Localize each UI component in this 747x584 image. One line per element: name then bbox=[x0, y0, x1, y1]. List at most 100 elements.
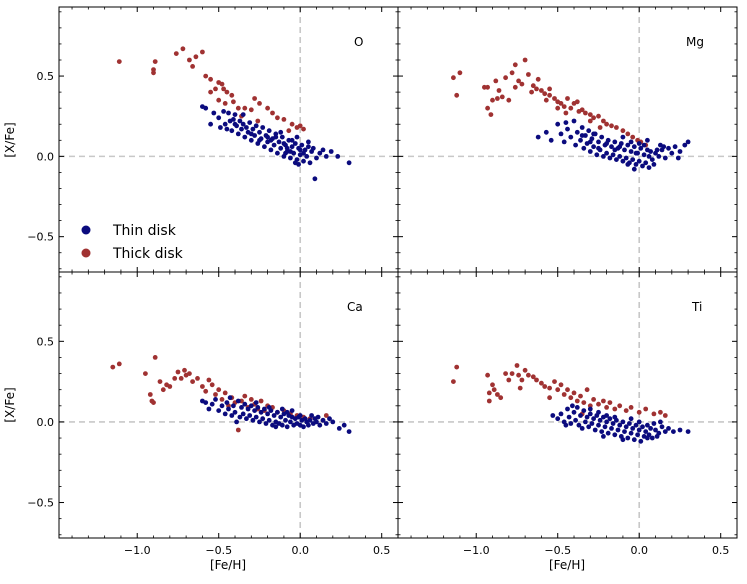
o-thick-point bbox=[216, 97, 222, 103]
o-thin-point bbox=[294, 134, 300, 140]
ti-thin-point bbox=[653, 427, 658, 433]
mg-thick-point bbox=[535, 76, 541, 82]
mg-thick-point bbox=[451, 75, 456, 81]
mg-thin-point bbox=[625, 162, 631, 167]
mg-thick-point bbox=[587, 112, 593, 117]
o-thin-point bbox=[239, 126, 244, 132]
o-thick-point bbox=[116, 59, 122, 64]
o-thin-point bbox=[278, 145, 284, 151]
mg-thick-point bbox=[512, 62, 518, 68]
ca-thick-point bbox=[235, 427, 241, 433]
mg-thin-point bbox=[607, 155, 613, 161]
panel-o-frame bbox=[58, 6, 399, 273]
ca-thin-point bbox=[265, 411, 270, 417]
o-thick-point bbox=[221, 86, 227, 92]
mg-thick-point bbox=[503, 75, 508, 81]
mg-thin-point bbox=[656, 154, 662, 159]
panel-ca: −1.0 −0.5 0.0 0.5 −0.5 0.0 0.5 Ca bbox=[27, 271, 399, 557]
mg-thick-point bbox=[604, 121, 609, 127]
ca-thin-point bbox=[250, 417, 256, 423]
ti-thin-point bbox=[677, 427, 683, 433]
ca-thick-point bbox=[187, 371, 192, 376]
o-thin-point bbox=[312, 176, 318, 182]
ti-thick-point bbox=[509, 371, 515, 376]
x-tick-label: −0.5 bbox=[205, 544, 232, 557]
o-thin-point bbox=[314, 155, 319, 161]
panel-ti-frame bbox=[397, 271, 738, 539]
mg-thin-point bbox=[535, 134, 541, 140]
ca-thick-point bbox=[116, 361, 122, 367]
ca-thin-point bbox=[229, 413, 235, 418]
x-tick-label: −0.5 bbox=[544, 544, 571, 557]
o-thick-point bbox=[213, 86, 218, 92]
panel-ti-label: Ti bbox=[691, 300, 702, 314]
mg-thin-point bbox=[587, 149, 593, 154]
ti-thin-point bbox=[610, 421, 616, 426]
ca-thin-point bbox=[278, 414, 284, 420]
mg-thin-point bbox=[581, 145, 587, 151]
ti-thick-point bbox=[555, 387, 561, 393]
o-thin-point bbox=[296, 162, 301, 167]
ti-thick-point bbox=[578, 393, 583, 399]
o-thick-point bbox=[222, 101, 228, 106]
ti-thin-point bbox=[591, 416, 596, 422]
panel-mg-label: Mg bbox=[686, 35, 704, 49]
mg-thin-point bbox=[620, 134, 626, 140]
panel-mg: Mg bbox=[397, 6, 738, 273]
mg-thick-point bbox=[530, 83, 536, 89]
o-thin-point bbox=[301, 150, 306, 156]
o-thin-point bbox=[262, 144, 267, 150]
ti-thin-point bbox=[636, 427, 642, 433]
mg-thick-point bbox=[609, 123, 614, 129]
ti-thick-point bbox=[542, 384, 548, 389]
legend-thin-marker bbox=[81, 225, 91, 235]
ti-thick-point bbox=[571, 390, 577, 396]
mg-thin-point bbox=[631, 144, 637, 150]
mg-thick-point bbox=[565, 96, 570, 101]
ti-thick-point bbox=[561, 392, 567, 397]
ti-thick-point bbox=[662, 413, 668, 418]
o-thick-point bbox=[208, 89, 214, 95]
o-thin-point bbox=[328, 149, 334, 154]
o-thick-point bbox=[286, 128, 292, 134]
x-tick-label: −1.0 bbox=[124, 544, 151, 557]
ti-thick-point bbox=[530, 374, 536, 380]
mg-thin-point bbox=[675, 155, 681, 161]
ti-thin-point bbox=[659, 424, 665, 430]
o-thin-point bbox=[257, 137, 262, 143]
mg-thick-point bbox=[601, 118, 606, 124]
ti-thick-point bbox=[617, 403, 623, 409]
mg-thin-point bbox=[669, 150, 675, 156]
ca-thick-point bbox=[178, 376, 184, 381]
ti-thick-point bbox=[547, 395, 552, 401]
ti-thick-point bbox=[607, 400, 613, 405]
ti-thin-point bbox=[601, 434, 606, 439]
mg-thin-point bbox=[662, 155, 668, 161]
mg-thin-point bbox=[561, 139, 567, 145]
mg-thin-point bbox=[682, 142, 688, 148]
ti-thick-point bbox=[485, 372, 490, 378]
ti-thick-point bbox=[643, 406, 649, 412]
o-thick-point bbox=[180, 46, 186, 52]
mg-thick-point bbox=[488, 112, 494, 117]
ca-thin-point bbox=[252, 408, 257, 413]
ti-thin-point bbox=[571, 409, 577, 415]
mg-thick-point bbox=[563, 110, 569, 116]
ti-thick-point bbox=[547, 385, 552, 391]
mg-thin-point bbox=[591, 131, 596, 137]
legend-thin-label: Thin disk bbox=[112, 223, 177, 239]
ca-thin-point bbox=[260, 416, 266, 422]
y-tick-label: 0.5 bbox=[37, 335, 55, 348]
ti-thin-point bbox=[576, 422, 582, 428]
ti-thin-point bbox=[635, 432, 640, 438]
ca-thick-point bbox=[200, 384, 205, 389]
mg-thick-point bbox=[630, 134, 636, 140]
ca-thin-point bbox=[317, 422, 323, 428]
ti-thin-point bbox=[620, 437, 626, 443]
o-thick-point bbox=[190, 64, 196, 69]
mg-thin-point bbox=[573, 142, 578, 148]
o-thin-point bbox=[240, 112, 246, 117]
o-thick-point bbox=[242, 105, 248, 111]
ca-thick-point bbox=[216, 387, 222, 393]
o-thin-point bbox=[283, 150, 288, 156]
